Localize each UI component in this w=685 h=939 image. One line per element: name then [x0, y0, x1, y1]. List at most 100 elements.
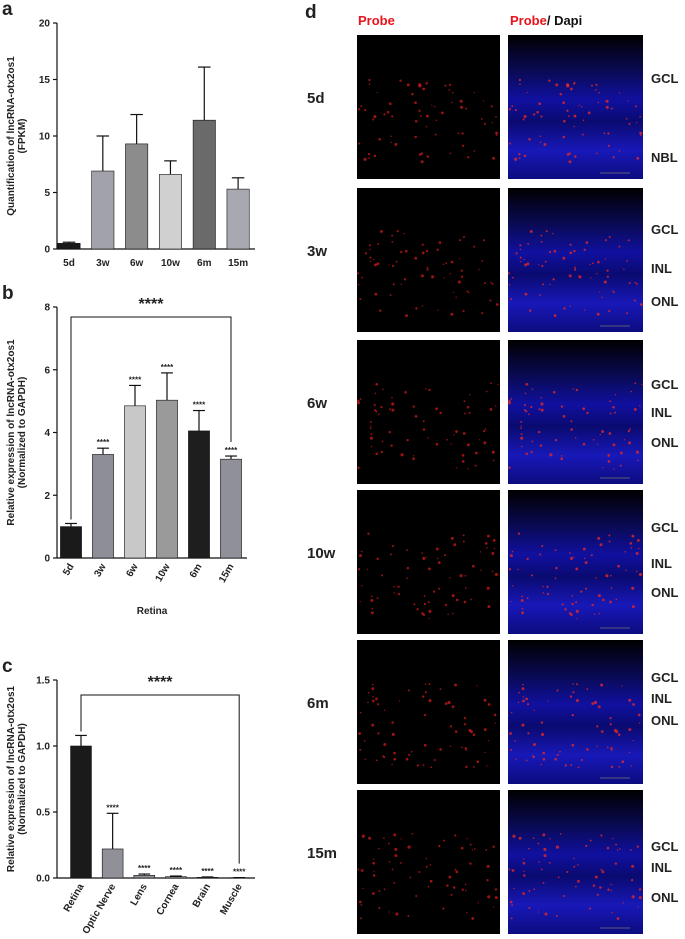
- probe-signal: [601, 598, 605, 602]
- probe-signal: [472, 733, 476, 736]
- y-axis-label-line: Relative expression of lncRNA-otx2os1: [6, 685, 17, 872]
- probe-signal: [397, 585, 400, 588]
- probe-signal: [391, 240, 394, 243]
- probe-signal: [556, 753, 559, 757]
- y-axis-label: Quantification of lncRNA-otx2os1(FPKM): [6, 56, 28, 216]
- probe-signal: [478, 268, 480, 271]
- probe-signal: [421, 612, 424, 615]
- probe-signal: [610, 574, 612, 577]
- probe-signal: [412, 457, 415, 461]
- merge-image: [508, 640, 643, 784]
- probe-signal: [625, 118, 628, 120]
- probe-signal: [597, 260, 600, 264]
- probe-signal: [420, 115, 422, 118]
- probe-signal: [435, 547, 439, 551]
- probe-signal: [580, 758, 584, 762]
- probe-signal: [603, 132, 606, 135]
- probe-signal: [525, 382, 529, 386]
- probe-signal: [575, 609, 579, 613]
- probe-signal: [482, 100, 485, 102]
- probe-signal: [492, 156, 496, 160]
- probe-signal: [530, 405, 533, 409]
- probe-signal: [379, 309, 382, 312]
- probe-signal: [442, 263, 445, 266]
- probe-signal: [462, 235, 465, 238]
- probe-signal: [426, 268, 429, 271]
- probe-signal: [422, 420, 425, 423]
- probe-signal: [521, 687, 525, 691]
- probe-signal: [631, 605, 635, 609]
- probe-signal: [525, 759, 528, 762]
- probe-signal: [600, 834, 603, 837]
- probe-signal: [559, 750, 561, 753]
- probe-signal: [555, 845, 560, 849]
- probe-signal: [367, 701, 369, 704]
- probe-signal: [400, 838, 402, 840]
- probe-signal: [590, 84, 593, 87]
- probe-signal: [528, 906, 531, 910]
- probe-signal: [606, 275, 609, 278]
- probe-signal: [509, 732, 512, 735]
- probe-signal: [515, 252, 518, 255]
- probe-signal: [609, 400, 612, 403]
- probe-signal: [434, 133, 437, 136]
- probe-signal: [638, 888, 642, 891]
- probe-signal: [636, 538, 640, 542]
- probe-signal: [358, 142, 361, 145]
- probe-signal: [392, 283, 395, 286]
- probe-signal: [468, 728, 472, 732]
- probe-signal: [469, 843, 472, 846]
- probe-signal: [570, 764, 573, 767]
- probe-signal: [548, 862, 551, 864]
- probe-signal: [597, 101, 600, 104]
- probe-signal: [439, 748, 442, 751]
- x-tick-label: 10w: [161, 258, 180, 269]
- bar: [165, 876, 187, 879]
- y-tick-label: 10: [39, 132, 51, 143]
- probe-signal: [608, 310, 611, 313]
- probe-signal: [377, 413, 380, 416]
- probe-signal: [370, 595, 373, 598]
- probe-signal: [518, 691, 520, 694]
- probe-signal: [461, 460, 465, 463]
- probe-signal: [389, 408, 392, 411]
- probe-signal: [463, 723, 467, 726]
- probe-signal: [356, 272, 360, 275]
- probe-signal: [414, 135, 417, 139]
- probe-signal: [571, 594, 574, 597]
- probe-signal: [539, 294, 541, 297]
- probe-image: [357, 188, 500, 332]
- probe-signal: [542, 833, 546, 837]
- probe-signal: [577, 864, 579, 866]
- probe-signal: [461, 454, 465, 457]
- probe-signal: [368, 78, 371, 82]
- probe-signal: [568, 612, 572, 615]
- probe-signal: [357, 568, 361, 571]
- probe-signal: [608, 432, 612, 435]
- probe-signal: [451, 594, 455, 598]
- probe-signal: [391, 408, 395, 412]
- row-label: 6w: [307, 395, 327, 412]
- probe-signal: [487, 534, 490, 538]
- probe-signal: [520, 598, 524, 603]
- probe-signal: [620, 451, 623, 455]
- probe-signal: [555, 566, 558, 570]
- probe-signal: [628, 122, 631, 125]
- probe-signal: [387, 842, 390, 845]
- probe-signal: [575, 885, 577, 888]
- probe-signal: [609, 716, 612, 720]
- probe-signal: [471, 849, 473, 851]
- probe-signal: [412, 455, 415, 457]
- probe-signal: [366, 568, 369, 571]
- probe-signal: [617, 564, 620, 568]
- probe-signal: [553, 249, 557, 253]
- probe-signal: [613, 728, 617, 732]
- probe-signal: [359, 554, 363, 558]
- probe-signal: [589, 907, 592, 910]
- probe-signal: [631, 864, 635, 868]
- probe-signal: [466, 290, 469, 292]
- probe-signal: [471, 564, 475, 568]
- probe-signal: [572, 82, 575, 85]
- probe-signal: [564, 764, 567, 767]
- probe-signal: [467, 291, 470, 294]
